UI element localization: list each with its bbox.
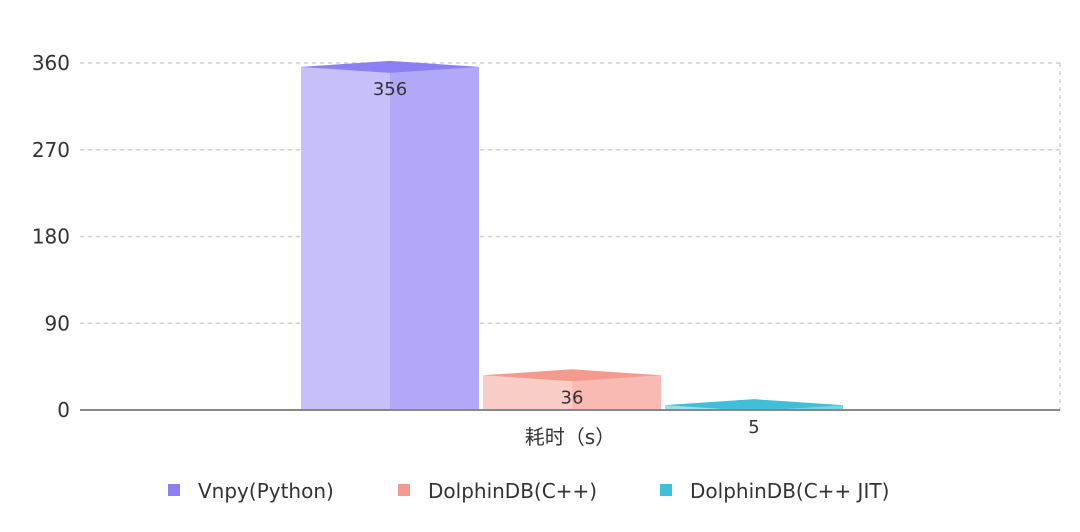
y-axis: 0 90 180 270 360 [32,51,70,422]
bar: 356 [301,60,479,410]
legend-item[interactable]: DolphinDB(C++) [398,479,597,503]
legend-label: Vnpy(Python) [198,479,334,503]
bar: 5 [665,399,843,438]
bar-right-face [572,375,661,410]
bar-left-face [301,66,390,410]
legend-item[interactable]: DolphinDB(C++ JIT) [660,479,889,503]
legend-swatch [660,484,672,496]
bar: 36 [483,369,661,410]
y-tick-label: 0 [57,398,70,422]
grid [80,62,1061,410]
legend-label: DolphinDB(C++) [428,479,597,503]
bar-left-face [483,375,572,410]
data-label: 5 [748,417,759,438]
legend-swatch [398,484,410,496]
bar-top-face [665,399,843,412]
legend-label: DolphinDB(C++ JIT) [690,479,889,503]
y-tick-label: 270 [32,138,70,162]
bar-top-face [483,369,661,382]
y-tick-label: 360 [32,51,70,75]
y-tick-label: 90 [45,311,70,335]
bars: 356 36 5 [301,60,843,438]
x-category-label: 耗时（s） [525,425,615,449]
bar-right-face [390,66,479,410]
y-tick-label: 180 [32,225,70,249]
data-label: 36 [561,387,584,408]
legend-item[interactable]: Vnpy(Python) [168,479,334,503]
data-label: 356 [373,79,407,100]
bar-top-face [301,60,479,73]
legend: Vnpy(Python) DolphinDB(C++) DolphinDB(C++ … [168,479,889,503]
legend-swatch [168,484,180,496]
